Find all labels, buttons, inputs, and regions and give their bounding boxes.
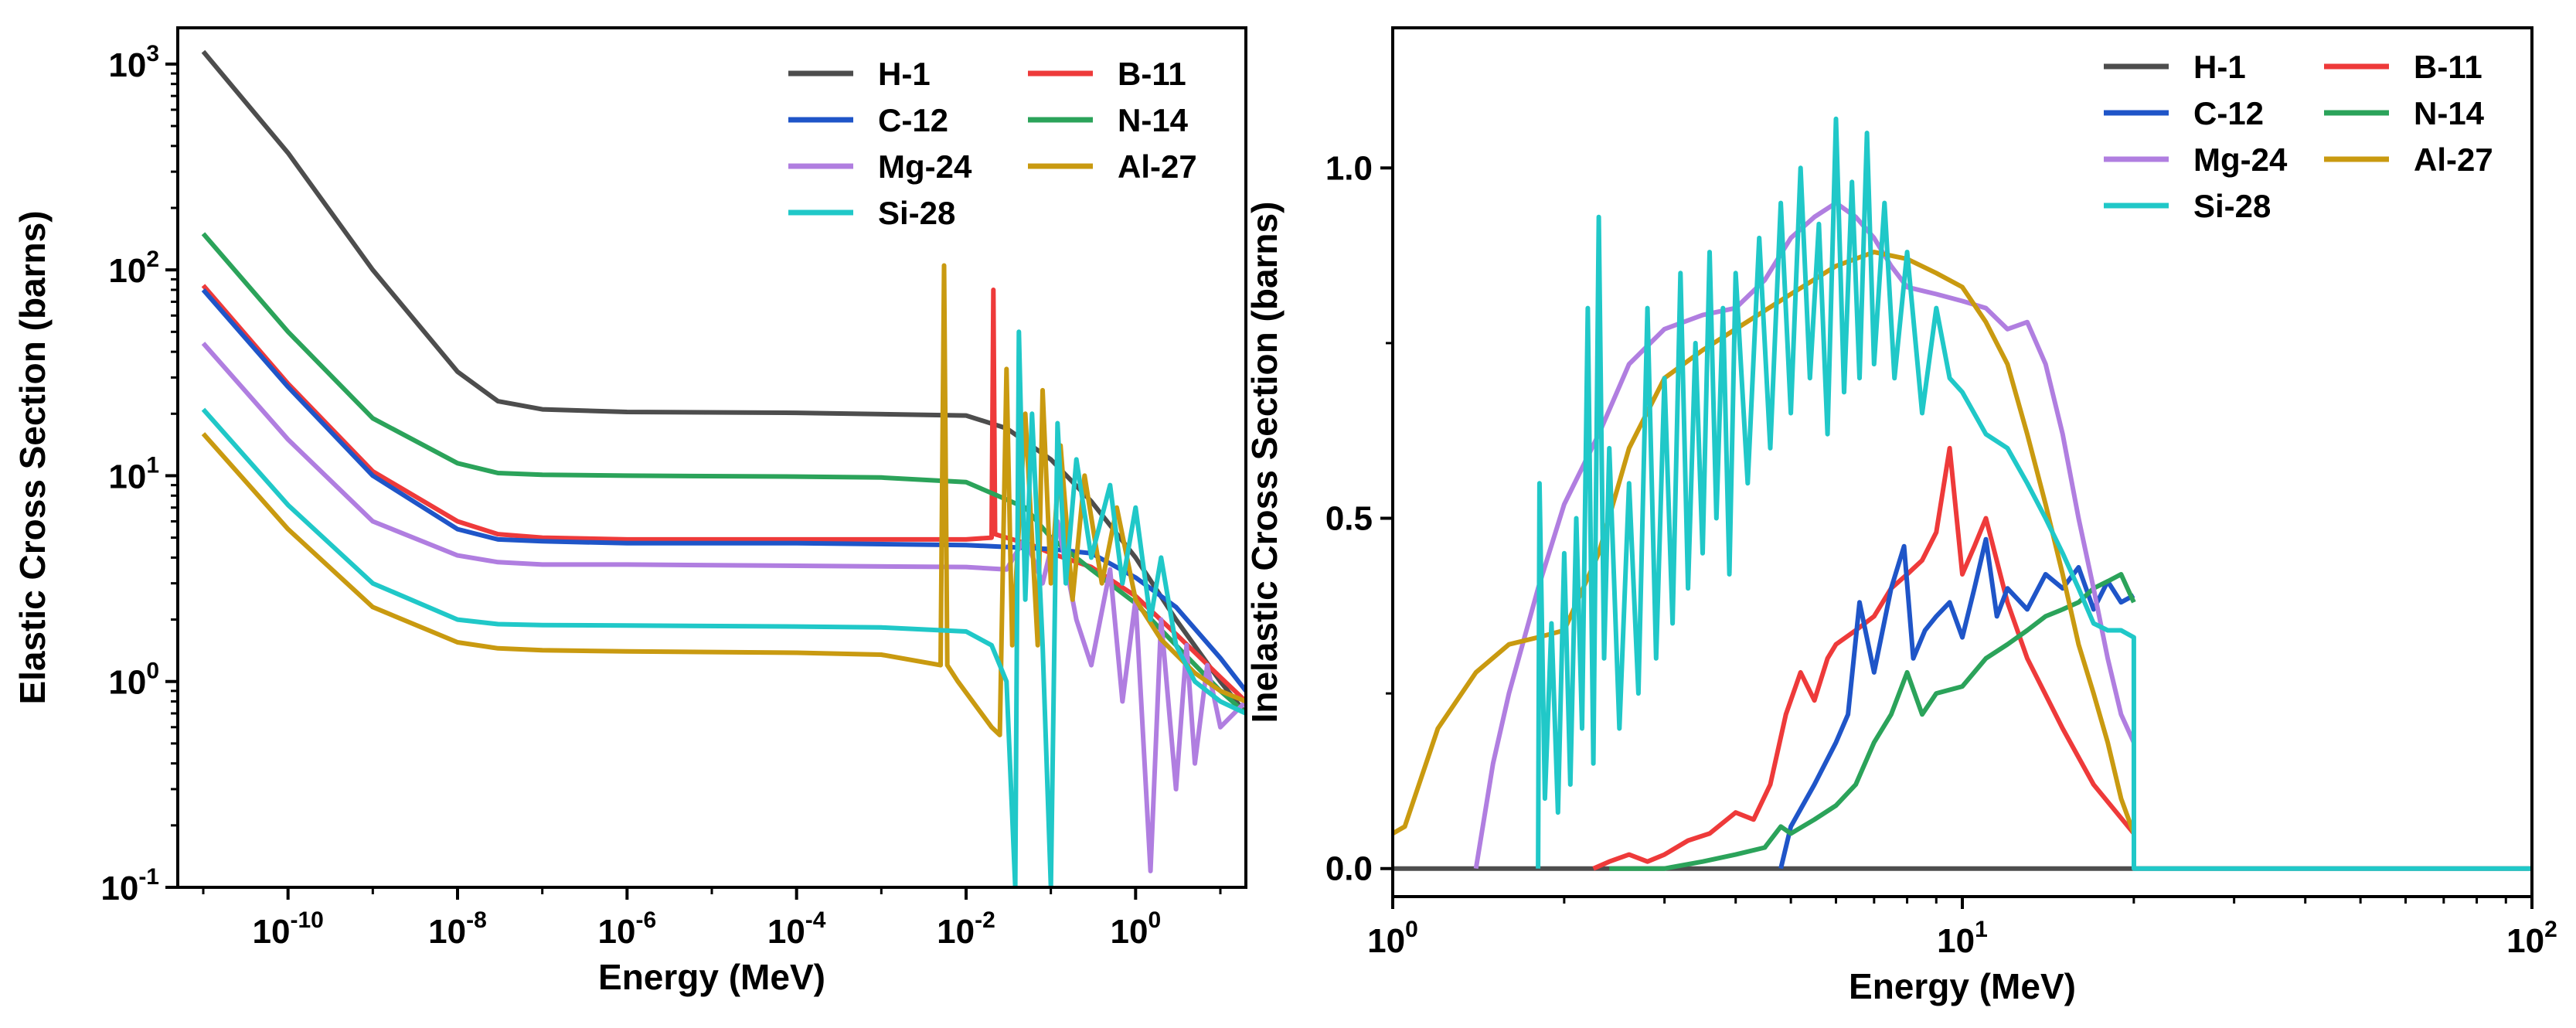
tick-exponent: 1 (1975, 917, 1988, 942)
tick-base: 10 (108, 458, 146, 495)
series-line-b-11 (1592, 445, 2136, 871)
y-tick-label: 1.0 (1325, 149, 1373, 187)
x-tick-label: 10-2 (937, 907, 995, 951)
y-tick-label: 10-1 (100, 864, 159, 907)
y-tick-label: 101 (108, 452, 159, 495)
elastic-panel: 10-10 10-8 10-6 10-4 10-2 10010-1100101102103… (12, 26, 1247, 997)
legend-label-mg-24: Mg-24 (2193, 141, 2288, 178)
series-group (201, 49, 1246, 887)
y-tick-label: 100 (108, 659, 159, 702)
tick-base: 10 (108, 46, 146, 84)
series-line-si-28 (1536, 116, 2532, 871)
legend: H-1 B-11 C-12 N-14 Mg-24 Al-27 Si-28 (788, 56, 1197, 231)
legend-label-n-14: N-14 (2414, 95, 2485, 131)
tick-exponent: 2 (146, 247, 159, 272)
tick-base: 10 (1367, 922, 1405, 960)
tick-exponent: 1 (146, 452, 159, 478)
x-tick-label: 100 (1111, 907, 1162, 951)
tick-base: 10 (108, 252, 146, 290)
x-tick-label: 10-8 (428, 907, 487, 951)
y-tick-label: 0.0 (1325, 850, 1373, 888)
legend-label-c-12: C-12 (2193, 95, 2264, 131)
legend-label-mg-24: Mg-24 (878, 148, 972, 185)
legend-label-b-11: B-11 (2414, 49, 2482, 85)
series-line-n-14 (1609, 572, 2136, 871)
tick-exponent: 0 (146, 659, 159, 684)
tick-base: 10 (1937, 922, 1975, 960)
legend-label-si-28: Si-28 (2193, 188, 2271, 224)
x-axis-label: Energy (MeV) (1849, 966, 2076, 1006)
series-line-al-27 (201, 263, 1246, 737)
series-line-mg-24 (201, 342, 1246, 873)
tick-base: 10 (1111, 913, 1148, 951)
tick-exponent: -4 (805, 907, 826, 933)
tick-exponent: -6 (635, 907, 656, 933)
legend-label-b-11: B-11 (1118, 56, 1186, 92)
tick-base: 10 (598, 913, 636, 951)
x-tick-label: 10-10 (253, 907, 324, 951)
tick-base: 10 (767, 913, 805, 951)
x-tick-label: 10-6 (598, 907, 657, 951)
x-tick-label: 101 (1937, 917, 1988, 960)
tick-exponent: -10 (290, 907, 323, 933)
legend-label-h-1: H-1 (878, 56, 931, 92)
tick-base: 10 (253, 913, 291, 951)
series-line-c-12 (201, 288, 1246, 693)
tick-base: 10 (108, 664, 146, 702)
series-line-h-1 (201, 49, 1246, 715)
tick-exponent: -2 (975, 907, 995, 933)
y-tick-label: 102 (108, 247, 159, 290)
tick-base: 10 (428, 913, 466, 951)
legend-label-c-12: C-12 (878, 102, 948, 138)
tick-exponent: 3 (146, 41, 159, 66)
y-tick-label: 0.5 (1325, 500, 1373, 538)
legend-label-n-14: N-14 (1118, 102, 1189, 138)
tick-exponent: 2 (2544, 917, 2557, 942)
tick-exponent: -1 (138, 864, 159, 890)
tick-exponent: 0 (1148, 907, 1161, 933)
series-group (1393, 116, 2532, 871)
legend-label-si-28: Si-28 (878, 195, 955, 231)
tick-exponent: 0 (1405, 917, 1418, 942)
tick-base: 10 (937, 913, 975, 951)
plot-frame (176, 26, 1247, 889)
legend-label-al-27: Al-27 (1118, 148, 1197, 185)
tick-base: 10 (2506, 922, 2544, 960)
tick-base: 10 (100, 870, 138, 907)
x-tick-label: 10-4 (767, 907, 826, 951)
x-tick-label: 102 (2506, 917, 2557, 960)
series-line-b-11 (201, 284, 1246, 703)
series-line-si-28 (201, 329, 1246, 887)
y-axis-label: Elastic Cross Section (barns) (12, 210, 53, 704)
legend-label-h-1: H-1 (2193, 49, 2246, 85)
series-line-c-12 (1778, 536, 2135, 870)
y-axis-label: Inelastic Cross Section (barns) (1244, 202, 1285, 723)
tick-exponent: -8 (466, 907, 487, 933)
legend: H-1 B-11 C-12 N-14 Mg-24 Al-27 Si-28 (2104, 49, 2493, 224)
x-tick-label: 100 (1367, 917, 1418, 960)
x-axis-label: Energy (MeV) (598, 957, 825, 997)
series-line-n-14 (201, 232, 1246, 716)
legend-label-al-27: Al-27 (2414, 141, 2493, 178)
y-tick-label: 103 (108, 41, 159, 84)
